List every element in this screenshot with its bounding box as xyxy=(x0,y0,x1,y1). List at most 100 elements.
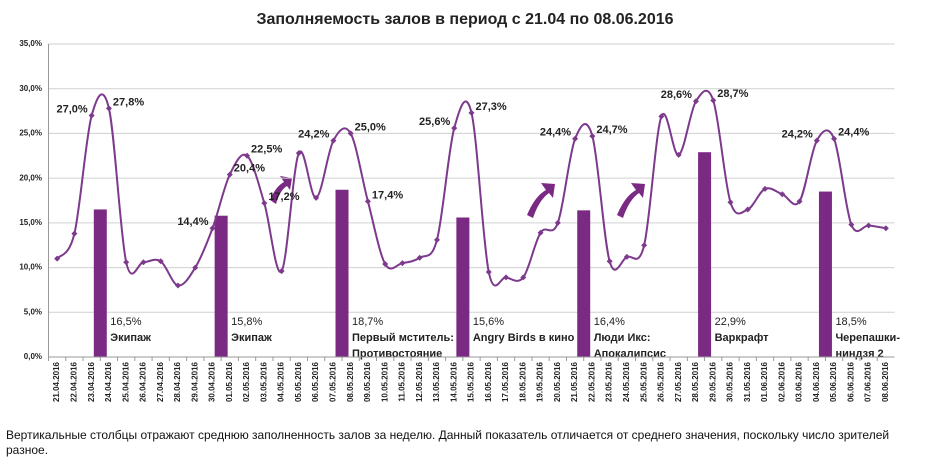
line-marker xyxy=(865,222,872,229)
x-tick-label: 17.05.2016 xyxy=(501,361,510,402)
x-tick-label: 04.05.2016 xyxy=(277,361,286,402)
bar-name: Люди Икс: xyxy=(594,332,651,344)
line-marker xyxy=(727,199,734,206)
line-marker xyxy=(813,137,820,144)
data-label: 24,2% xyxy=(298,128,329,140)
y-tick-label: 20,0% xyxy=(19,173,42,182)
data-label: 27,3% xyxy=(476,101,507,113)
x-tick-label: 08.05.2016 xyxy=(346,361,355,402)
line-marker xyxy=(882,225,889,232)
x-tick-label: 05.06.2016 xyxy=(829,361,838,402)
bar-value-label: 16,5% xyxy=(110,316,141,328)
line-marker xyxy=(572,135,579,142)
data-label: 25,6% xyxy=(419,116,450,128)
data-label: 24,7% xyxy=(596,124,627,136)
bar-value-label: 15,6% xyxy=(473,316,504,328)
x-tick-label: 25.05.2016 xyxy=(639,361,648,402)
x-tick-label: 08.06.2016 xyxy=(881,361,890,402)
line-marker xyxy=(192,264,199,271)
line-marker xyxy=(796,198,803,205)
footnote: Вертикальные столбцы отражают среднюю за… xyxy=(6,428,890,457)
line-marker xyxy=(485,269,492,276)
line-marker xyxy=(382,260,389,267)
bar-value-label: 22,9% xyxy=(715,316,746,328)
chart-title: Заполняемость залов в период с 21.04 по … xyxy=(256,11,673,28)
x-tick-label: 30.04.2016 xyxy=(208,361,217,402)
line-marker xyxy=(244,152,251,159)
y-tick-label: 35,0% xyxy=(19,39,42,48)
x-tick-label: 24.04.2016 xyxy=(104,361,113,402)
x-tick-label: 09.05.2016 xyxy=(363,361,372,402)
x-tick-label: 10.05.2016 xyxy=(380,361,389,402)
x-tick-label: 18.05.2016 xyxy=(518,361,527,402)
y-tick-label: 15,0% xyxy=(19,218,42,227)
bar-value-label: 15,8% xyxy=(231,316,262,328)
line-marker xyxy=(554,219,561,226)
bar xyxy=(577,210,591,357)
data-label: 22,5% xyxy=(251,144,282,156)
x-tick-label: 28.05.2016 xyxy=(691,361,700,402)
bar-name: Angry Birds в кино xyxy=(473,332,575,344)
x-tick-label: 30.05.2016 xyxy=(726,361,735,402)
bar-name: ниндзя 2 xyxy=(835,348,883,360)
line-marker xyxy=(692,98,699,105)
line-marker xyxy=(744,206,751,213)
line-marker xyxy=(174,282,181,289)
x-tick-label: 06.05.2016 xyxy=(311,361,320,402)
bar xyxy=(456,217,470,357)
x-tick-label: 23.04.2016 xyxy=(87,361,96,402)
data-label: 14,4% xyxy=(177,216,208,228)
x-tick-label: 29.04.2016 xyxy=(190,361,199,402)
x-tick-label: 21.05.2016 xyxy=(570,361,579,402)
line-marker xyxy=(88,112,95,119)
line-marker xyxy=(503,274,510,281)
x-tick-label: 26.05.2016 xyxy=(657,361,666,402)
line-marker xyxy=(330,137,337,144)
bar-name: Черепашки- xyxy=(835,332,900,344)
line xyxy=(56,89,887,287)
line-marker xyxy=(641,242,648,249)
bar-value-label: 18,7% xyxy=(352,316,383,328)
y-tick-label: 0,0% xyxy=(24,352,42,361)
line-marker xyxy=(261,200,268,207)
x-tick-label: 25.04.2016 xyxy=(121,361,130,402)
x-tick-label: 26.04.2016 xyxy=(139,361,148,402)
x-tick-label: 20.05.2016 xyxy=(553,361,562,402)
y-tick-label: 25,0% xyxy=(19,129,42,138)
bar-value-label: 18,5% xyxy=(835,316,866,328)
x-tick-label: 22.05.2016 xyxy=(587,361,596,402)
line-marker xyxy=(710,97,717,104)
chart: Заполняемость залов в период с 21.04 по … xyxy=(19,11,900,402)
line-marker xyxy=(140,259,147,266)
x-tick-label: 23.05.2016 xyxy=(605,361,614,402)
line-marker xyxy=(831,135,838,142)
line-marker xyxy=(278,268,285,275)
x-tick-label: 03.05.2016 xyxy=(259,361,268,402)
x-tick-label: 01.06.2016 xyxy=(760,361,769,402)
line-marker xyxy=(520,274,527,281)
x-tick-label: 04.06.2016 xyxy=(812,361,821,402)
bar-value-label: 16,4% xyxy=(594,316,625,328)
x-tick-label: 28.04.2016 xyxy=(173,361,182,402)
x-tick-label: 22.04.2016 xyxy=(70,361,79,402)
x-tick-label: 02.06.2016 xyxy=(777,361,786,402)
bar-name: Экипаж xyxy=(231,332,272,344)
line-marker xyxy=(675,151,682,158)
y-tick-label: 5,0% xyxy=(24,307,42,316)
bar xyxy=(335,189,349,357)
x-tick-label: 21.04.2016 xyxy=(52,361,61,402)
line-marker xyxy=(779,191,786,198)
x-tick-label: 13.05.2016 xyxy=(432,361,441,402)
x-tick-label: 19.05.2016 xyxy=(536,361,545,402)
data-label: 24,4% xyxy=(540,127,571,139)
line-marker xyxy=(347,130,354,137)
x-tick-label: 06.06.2016 xyxy=(846,361,855,402)
line-marker xyxy=(295,150,302,157)
line-marker xyxy=(537,229,544,236)
line-marker xyxy=(364,198,371,205)
x-tick-label: 31.05.2016 xyxy=(743,361,752,402)
bar-name: Варкрафт xyxy=(715,332,770,344)
line-marker xyxy=(848,221,855,228)
bar-name: Первый мститель: xyxy=(352,332,454,344)
line-marker xyxy=(209,225,216,232)
